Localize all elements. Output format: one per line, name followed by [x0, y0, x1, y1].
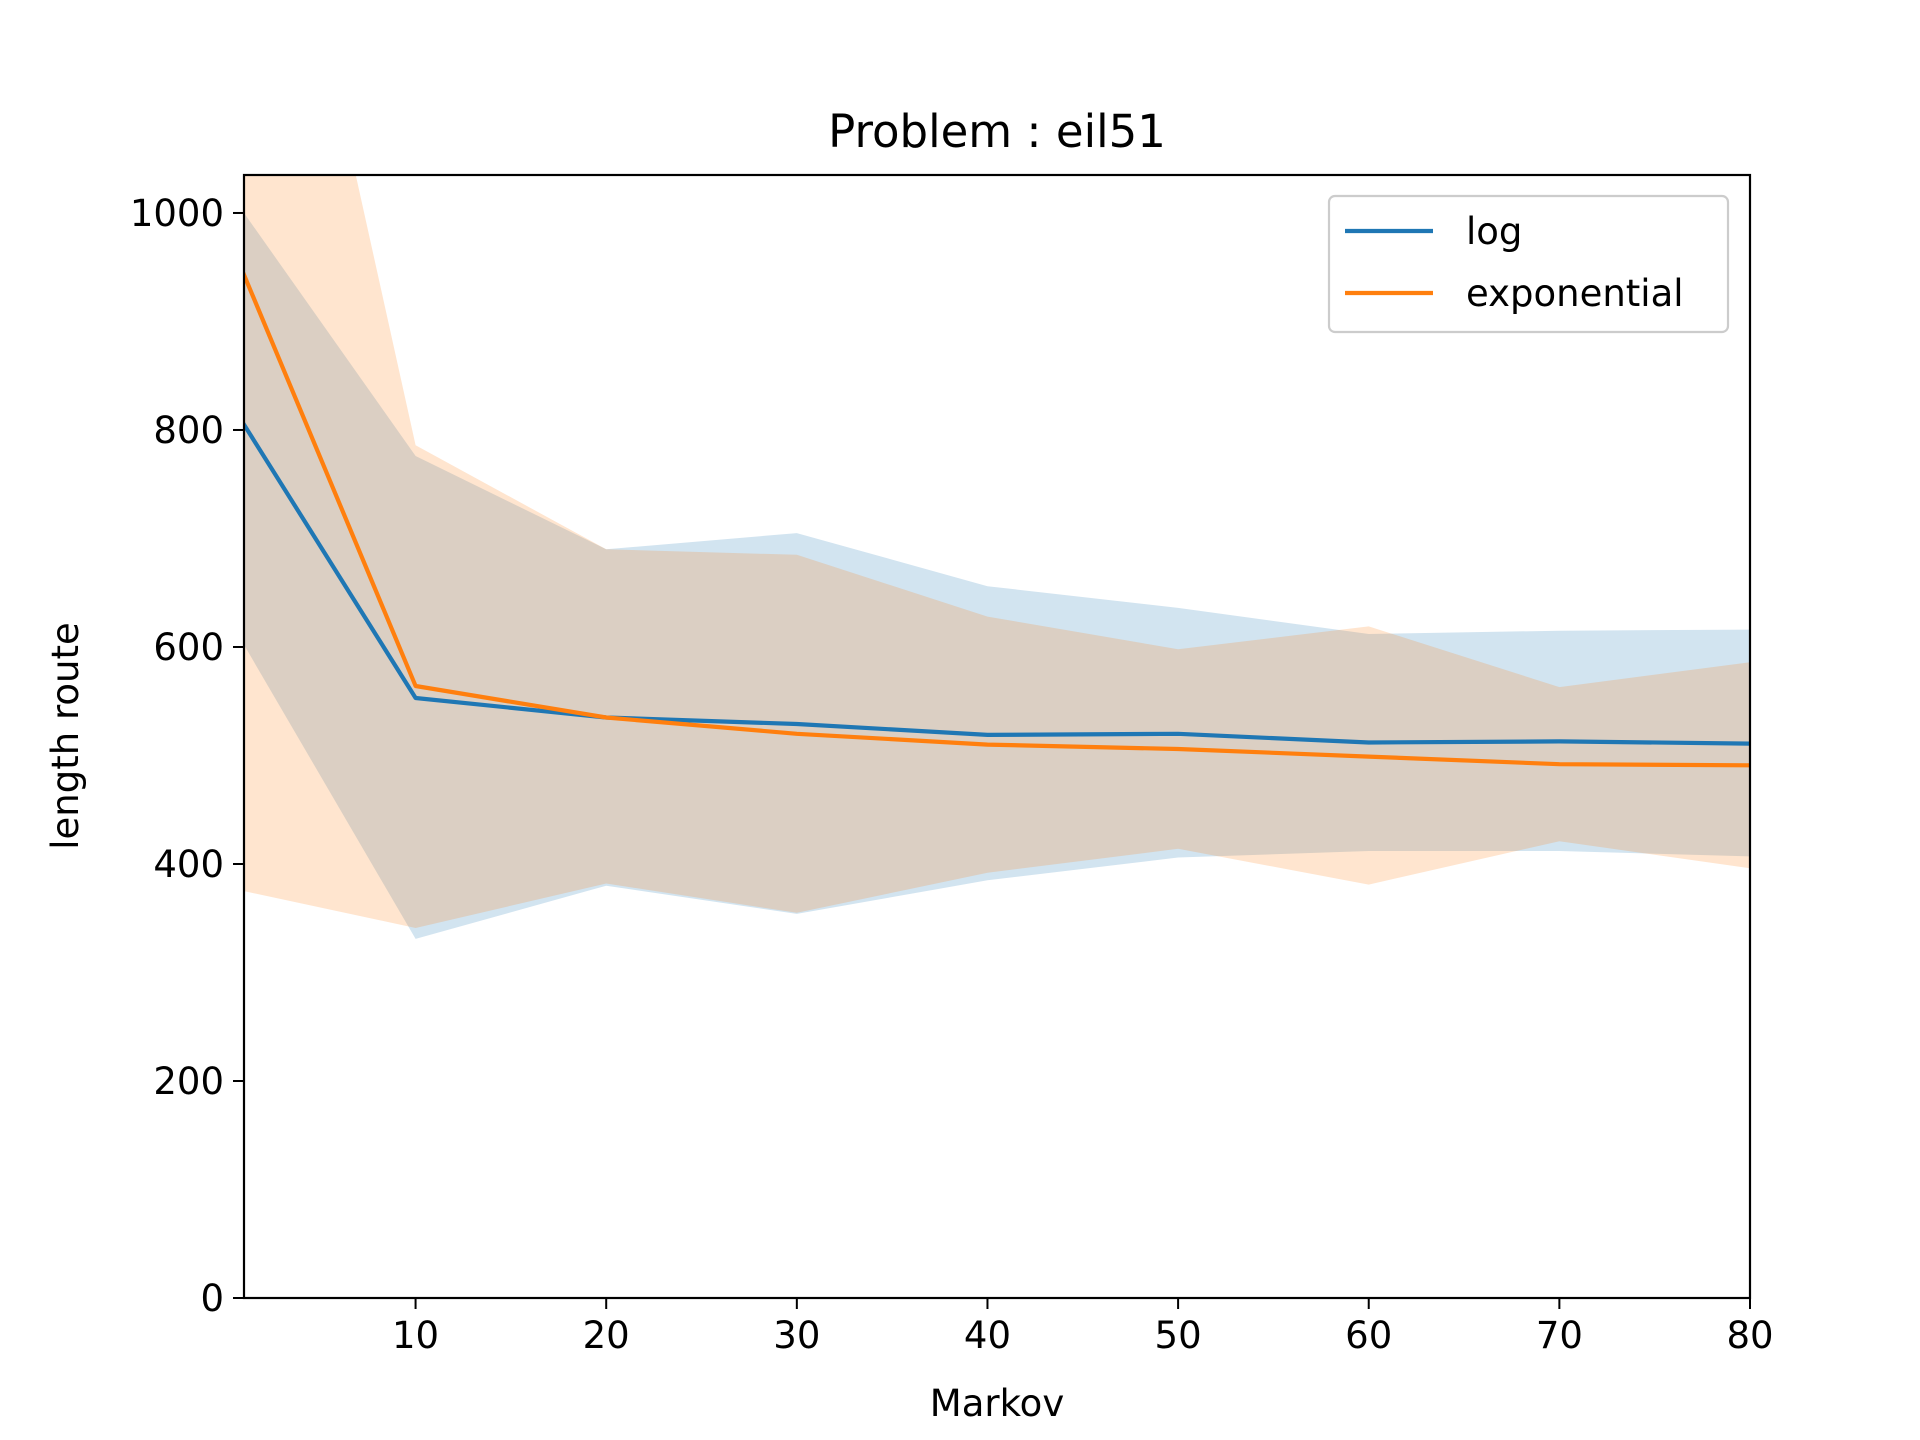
- line-exponential: [244, 272, 1750, 768]
- series-lines: [244, 272, 1750, 768]
- x-tick-label: 10: [392, 1314, 439, 1357]
- band-exponential: [244, 175, 1750, 928]
- y-tick-label: 800: [153, 409, 224, 452]
- legend-label-exponential: exponential: [1466, 272, 1684, 315]
- legend-label-log: log: [1466, 210, 1522, 253]
- x-tick-label: 30: [773, 1314, 820, 1357]
- x-tick-label: 60: [1345, 1314, 1392, 1357]
- x-tick-label: 40: [964, 1314, 1011, 1357]
- y-axis-ticks: 0 200 400 600 800 1000: [130, 192, 244, 1320]
- x-tick-label: 80: [1726, 1314, 1773, 1357]
- y-tick-label: 400: [153, 843, 224, 886]
- x-axis-ticks: 10 20 30 40 50 60 70 80: [392, 1298, 1774, 1357]
- x-axis-label: Markov: [930, 1382, 1064, 1425]
- legend: log exponential: [1327, 194, 1730, 334]
- chart-title: Problem : eil51: [828, 105, 1166, 158]
- x-tick-label: 50: [1155, 1314, 1202, 1357]
- line-log: [244, 421, 1750, 746]
- x-tick-label: 70: [1536, 1314, 1583, 1357]
- y-tick-label: 200: [153, 1060, 224, 1103]
- y-axis-label: length route: [44, 622, 87, 849]
- plot-frame: [242, 173, 1752, 1300]
- y-tick-label: 0: [200, 1277, 224, 1320]
- y-tick-label: 1000: [130, 192, 224, 235]
- y-tick-label: 600: [153, 626, 224, 669]
- x-tick-label: 20: [583, 1314, 630, 1357]
